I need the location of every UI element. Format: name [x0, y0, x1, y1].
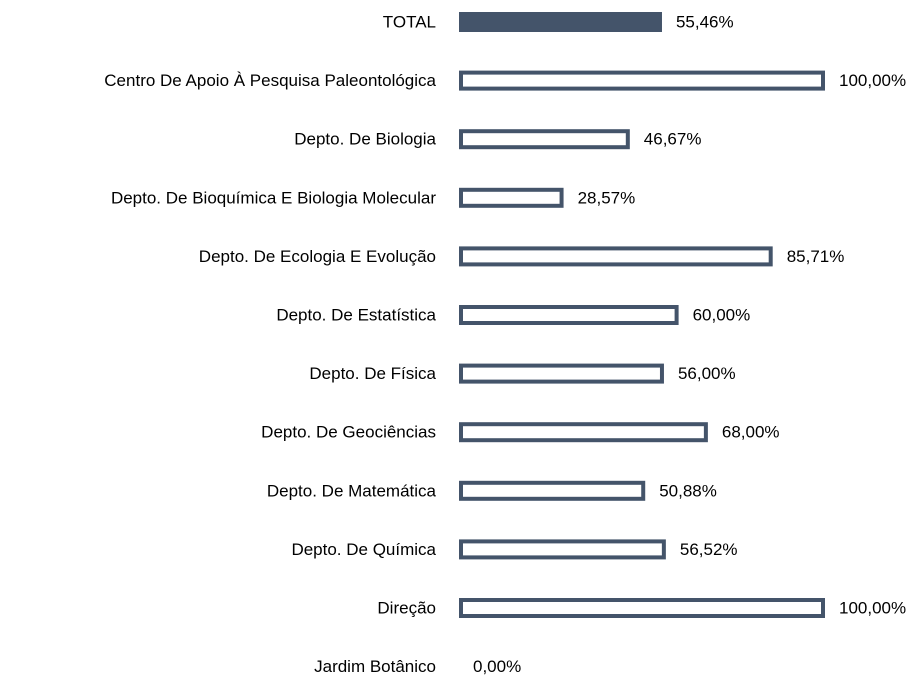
y-tick-label: Depto. De Bioquímica E Biologia Molecula…: [111, 188, 436, 207]
bar: [459, 12, 662, 32]
value-label: 85,71%: [787, 247, 845, 266]
value-label: 55,46%: [676, 12, 734, 31]
value-label: 100,00%: [839, 598, 906, 617]
y-tick-label: Depto. De Estatística: [276, 305, 436, 324]
bar: [459, 70, 825, 91]
bar: [459, 422, 708, 443]
value-label: 50,88%: [659, 481, 717, 500]
bar: [459, 305, 679, 325]
value-label: 56,52%: [680, 540, 738, 559]
y-tick-label: Direção: [377, 598, 436, 617]
bar: [459, 598, 825, 618]
value-label: 100,00%: [839, 71, 906, 90]
y-tick-label: TOTAL: [383, 12, 436, 31]
value-label: 28,57%: [578, 188, 636, 207]
bar: [459, 480, 646, 501]
y-tick-label: Depto. De Matemática: [267, 481, 437, 500]
value-label: 68,00%: [722, 423, 780, 442]
y-tick-label: Centro De Apoio À Pesquisa Paleontológic…: [104, 71, 436, 90]
bar: [459, 246, 773, 267]
y-tick-label: Depto. De Biologia: [294, 130, 436, 149]
y-tick-label: Depto. De Geociências: [261, 423, 436, 442]
value-label: 56,00%: [678, 364, 736, 383]
bar: [459, 363, 664, 384]
y-tick-label: Depto. De Química: [291, 540, 436, 559]
value-label: 46,67%: [644, 130, 702, 149]
y-tick-label: Depto. De Física: [309, 364, 436, 383]
value-label: 60,00%: [693, 305, 751, 324]
value-label: 0,00%: [473, 657, 521, 676]
bar: [459, 129, 630, 150]
y-tick-label: Depto. De Ecologia E Evolução: [199, 247, 436, 266]
bar: [459, 539, 666, 560]
y-tick-label: Jardim Botânico: [314, 657, 436, 676]
bar: [459, 187, 564, 208]
